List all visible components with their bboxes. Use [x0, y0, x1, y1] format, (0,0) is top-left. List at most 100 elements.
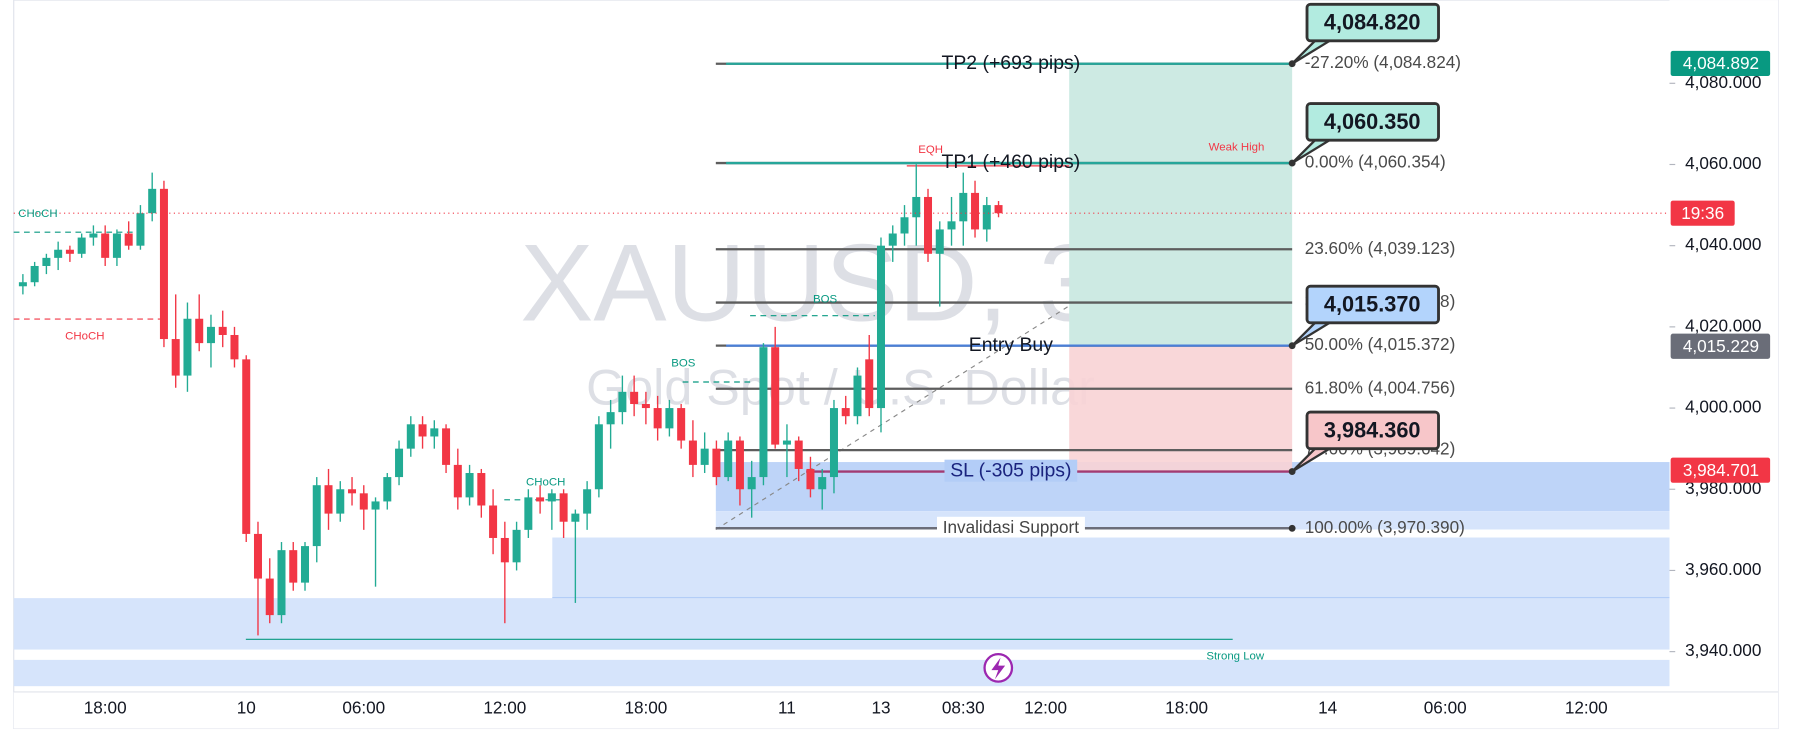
- candle: [77, 233, 86, 258]
- fib-label: -27.20% (4,084.824): [1305, 52, 1461, 72]
- candle: [935, 221, 944, 307]
- candle: [289, 542, 298, 591]
- candle-body: [677, 408, 686, 441]
- candle-body: [794, 440, 803, 469]
- candle-body: [888, 233, 897, 246]
- candle: [724, 432, 733, 482]
- fib-label: 23.60% (4,039.123): [1305, 238, 1456, 258]
- callout-label: 4,060.350: [1324, 109, 1421, 134]
- price-tag-label: 3,984.701: [1683, 460, 1759, 480]
- candle: [312, 477, 321, 563]
- candle-body: [230, 334, 239, 360]
- candle-body: [77, 237, 86, 254]
- candle-body: [771, 347, 780, 445]
- candle: [324, 468, 333, 530]
- candle-body: [500, 537, 509, 563]
- alert-icon[interactable]: [983, 653, 1014, 683]
- x-tick-label: 10: [237, 698, 256, 718]
- candle: [594, 416, 603, 498]
- candle: [841, 395, 850, 425]
- candle: [735, 436, 744, 506]
- candle: [947, 196, 956, 246]
- y-tick-label: 4,080.000: [1685, 72, 1761, 92]
- candle-body: [442, 428, 451, 465]
- x-tick-label: 18:00: [84, 698, 127, 718]
- candle: [218, 310, 227, 348]
- candle-body: [559, 493, 568, 522]
- y-tick-label: 3,940.000: [1685, 640, 1761, 660]
- callout-label: 3,984.360: [1324, 417, 1421, 442]
- structure-label: BOS: [813, 294, 838, 306]
- candle-body: [312, 485, 321, 547]
- x-tick-label: 06:00: [1424, 698, 1467, 718]
- y-tick-label: 4,060.000: [1685, 153, 1761, 173]
- candle-body: [594, 424, 603, 490]
- candle-body: [348, 489, 357, 494]
- candle: [359, 485, 368, 530]
- trade-label: TP1 (+460 pips): [941, 151, 1080, 173]
- x-tick-label: 06:00: [342, 698, 385, 718]
- candle: [782, 424, 791, 478]
- candle-body: [618, 391, 627, 413]
- demand-zone: [13, 659, 1670, 687]
- price-tag: [1670, 457, 1771, 483]
- price-axis: [1669, 0, 1779, 729]
- demand-zone: [552, 537, 1670, 603]
- candle-body: [489, 505, 498, 538]
- candle-body: [65, 249, 74, 254]
- x-tick-label: 12:00: [483, 698, 526, 718]
- countdown-label: 19:36: [1681, 203, 1724, 223]
- watermark-name: Gold Spot / U.S. Dollar: [586, 358, 1095, 415]
- candle: [618, 375, 627, 425]
- candle: [206, 314, 215, 368]
- x-tick-label: 18:00: [624, 698, 667, 718]
- candle: [677, 404, 686, 449]
- axes: 4,080.000 4,060.000 4,040.000 4,020.000 4,00…: [84, 50, 1771, 718]
- candle: [453, 448, 462, 510]
- candle: [500, 521, 509, 624]
- candle-body: [206, 326, 215, 344]
- candle: [665, 399, 674, 437]
- candle-body: [900, 217, 909, 234]
- candle-body: [183, 318, 192, 376]
- x-tick-label: 18:00: [1165, 698, 1208, 718]
- x-tick-label: 11: [778, 698, 796, 718]
- price-tag: [1670, 50, 1771, 77]
- candle: [982, 196, 991, 242]
- trade-label-bg: [944, 459, 1078, 482]
- candle: [112, 229, 121, 266]
- fib-label: 50.00% (4,015.372): [1305, 334, 1456, 354]
- candle-body: [101, 233, 110, 258]
- alert-bolt: [991, 657, 1006, 680]
- candle-body: [747, 477, 756, 490]
- x-tick-label: 08:30: [942, 698, 985, 718]
- candle-body: [735, 440, 744, 490]
- price-tag: [1670, 333, 1771, 359]
- candle: [395, 440, 404, 486]
- candle: [806, 456, 815, 498]
- watermark-symbol: XAUUSD, 30: [520, 223, 1161, 345]
- candle: [653, 395, 662, 441]
- candle-body: [112, 233, 121, 258]
- candle: [818, 468, 827, 510]
- candle-body: [924, 196, 933, 254]
- candle: [700, 432, 709, 474]
- y-tick-label: 3,980.000: [1685, 478, 1761, 498]
- time-axis: [13, 691, 1670, 729]
- trade-label: TP2 (+693 pips): [941, 52, 1080, 74]
- labels: CHoCH CHoCH BOS BOS CHoCH EQH Weak High Strong …: [18, 142, 1265, 663]
- candle: [606, 399, 615, 449]
- candle-body: [301, 546, 310, 583]
- candle: [630, 375, 639, 417]
- candle-body: [406, 424, 415, 449]
- candle-body: [159, 188, 168, 340]
- candle-body: [218, 326, 227, 335]
- candle: [853, 367, 862, 425]
- candle-body: [18, 282, 27, 287]
- callout-box: [1305, 284, 1440, 325]
- fib-label: 0.00% (4,060.354): [1305, 152, 1446, 172]
- candle-body: [724, 440, 733, 478]
- candle-body: [359, 493, 368, 510]
